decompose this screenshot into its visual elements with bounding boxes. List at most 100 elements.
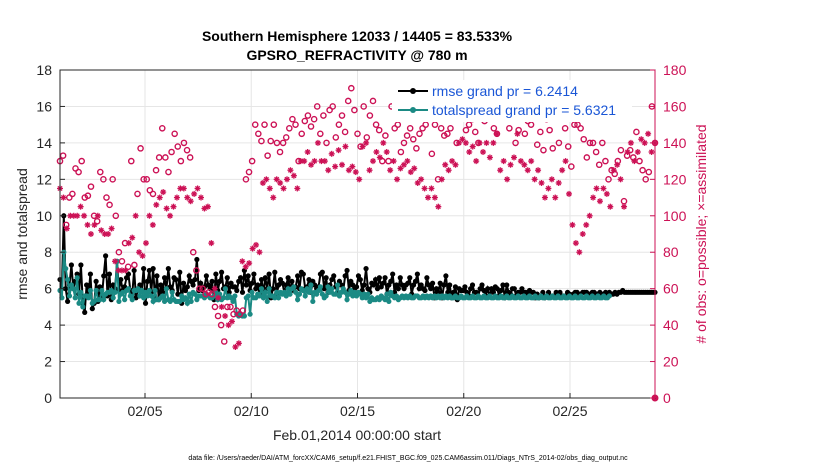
- obs-assimilated-point: [449, 158, 456, 165]
- obs-possible-point: [471, 128, 479, 136]
- rmse-point: [161, 275, 168, 281]
- rmse-point: [289, 278, 295, 284]
- totalspread-point: [266, 286, 272, 292]
- totalspread-point: [182, 295, 189, 301]
- obs-assimilated-point: [387, 167, 394, 174]
- legend-spread-marker: [410, 107, 416, 113]
- totalspread-point: [258, 286, 265, 292]
- obs-assimilated-point: [283, 176, 290, 183]
- legend: rmse grand pr = 6.2414 totalspread grand…: [392, 80, 632, 122]
- obs-possible-point: [323, 139, 330, 147]
- totalspread-point: [308, 282, 314, 288]
- obs-assimilated-point: [425, 194, 432, 201]
- totalspread-point: [70, 286, 76, 292]
- obs-assimilated-point: [153, 201, 160, 208]
- obs-assimilated-point: [263, 176, 270, 183]
- obs-possible-point: [208, 290, 216, 298]
- rmse-point: [357, 276, 363, 283]
- obs-assimilated-point: [490, 139, 497, 146]
- rmse-point: [186, 273, 192, 279]
- rmse-point: [93, 278, 99, 284]
- y-right-tick-label: 120: [663, 171, 687, 187]
- obs-possible-point: [447, 125, 454, 132]
- rmse-point: [342, 273, 348, 279]
- rmse-point: [158, 282, 164, 288]
- obs-possible-point: [217, 321, 225, 329]
- obs-assimilated-point: [514, 130, 521, 137]
- obs-assimilated-point: [256, 249, 263, 256]
- obs-possible-point: [605, 176, 612, 183]
- y-right-tick-label: 0: [663, 390, 671, 406]
- obs-assimilated-point: [228, 318, 235, 325]
- obs-assimilated-point: [142, 240, 149, 247]
- obs-possible-point: [258, 137, 265, 145]
- obs-assimilated-point: [60, 194, 67, 201]
- rmse-point: [266, 271, 272, 277]
- obs-assimilated-point: [290, 172, 297, 179]
- obs-assimilated-point: [328, 150, 335, 157]
- obs-possible-point: [267, 137, 275, 145]
- obs-possible-point: [118, 258, 126, 265]
- obs-possible-point: [115, 248, 123, 256]
- rmse-point: [272, 269, 278, 275]
- obs-assimilated-point: [631, 158, 638, 165]
- rmse-point: [371, 282, 377, 288]
- obs-assimilated-point: [87, 231, 94, 237]
- totalspread-point: [329, 286, 335, 292]
- obs-assimilated-point: [480, 149, 487, 155]
- rmse-point: [234, 287, 240, 294]
- totalspread-point: [262, 289, 268, 295]
- obs-assimilated-point: [235, 340, 242, 347]
- y-right-tick-label: 40: [663, 317, 679, 333]
- rmse-point: [160, 289, 166, 295]
- obs-possible-point: [245, 168, 253, 176]
- rmse-point: [390, 271, 396, 277]
- obs-possible-point: [599, 139, 606, 147]
- obs-assimilated-point: [552, 194, 559, 201]
- obs-possible-point: [344, 97, 352, 105]
- rmse-point: [190, 282, 196, 288]
- obs-assimilated-point: [411, 165, 418, 172]
- obs-assimilated-point: [442, 161, 449, 168]
- obs-possible-point: [174, 143, 182, 150]
- obs-possible-point: [533, 141, 541, 149]
- obs-assimilated-point: [435, 203, 442, 210]
- obs-assimilated-point: [607, 203, 614, 210]
- rmse-point: [184, 284, 190, 290]
- obs-possible-point: [196, 285, 203, 292]
- obs-assimilated-point: [569, 221, 576, 228]
- totalspread-point: [144, 293, 151, 299]
- rmse-point: [218, 269, 225, 275]
- obs-assimilated-point: [476, 139, 483, 146]
- y-left-tick-label: 2: [44, 354, 52, 370]
- rmse-point: [217, 278, 223, 284]
- legend-spread-label: totalspread grand pr = 5.6321: [432, 102, 616, 118]
- obs-assimilated-point: [562, 158, 569, 165]
- obs-possible-point: [292, 121, 299, 128]
- obs-assimilated-point: [548, 176, 555, 183]
- obs-assimilated-point: [566, 190, 573, 197]
- rmse-point: [429, 280, 436, 286]
- obs-possible-point: [124, 263, 132, 271]
- obs-possible-point: [437, 125, 445, 132]
- obs-assimilated-point: [242, 263, 249, 270]
- obs-possible-point: [416, 130, 423, 138]
- obs-possible-point: [193, 267, 200, 274]
- obs-possible-point: [462, 126, 470, 134]
- obs-assimilated-point: [314, 139, 321, 146]
- obs-possible-point: [149, 190, 157, 198]
- obs-assimilated-point: [397, 165, 404, 172]
- obs-assimilated-point: [277, 179, 284, 186]
- totalspread-point: [296, 291, 303, 297]
- totalspread-point: [272, 295, 278, 301]
- rmse-point: [154, 273, 160, 279]
- totalspread-point: [80, 304, 86, 310]
- rmse-point: [237, 275, 244, 281]
- y-axis-label-right: # of obs: o=possible; ×=assimilated: [693, 124, 709, 343]
- y-left-tick-label: 8: [44, 244, 52, 260]
- obs-possible-point: [564, 143, 572, 150]
- obs-assimilated-point: [431, 194, 438, 201]
- obs-possible-point: [289, 115, 296, 123]
- obs-possible-point: [363, 134, 371, 141]
- totalspread-point: [116, 298, 122, 305]
